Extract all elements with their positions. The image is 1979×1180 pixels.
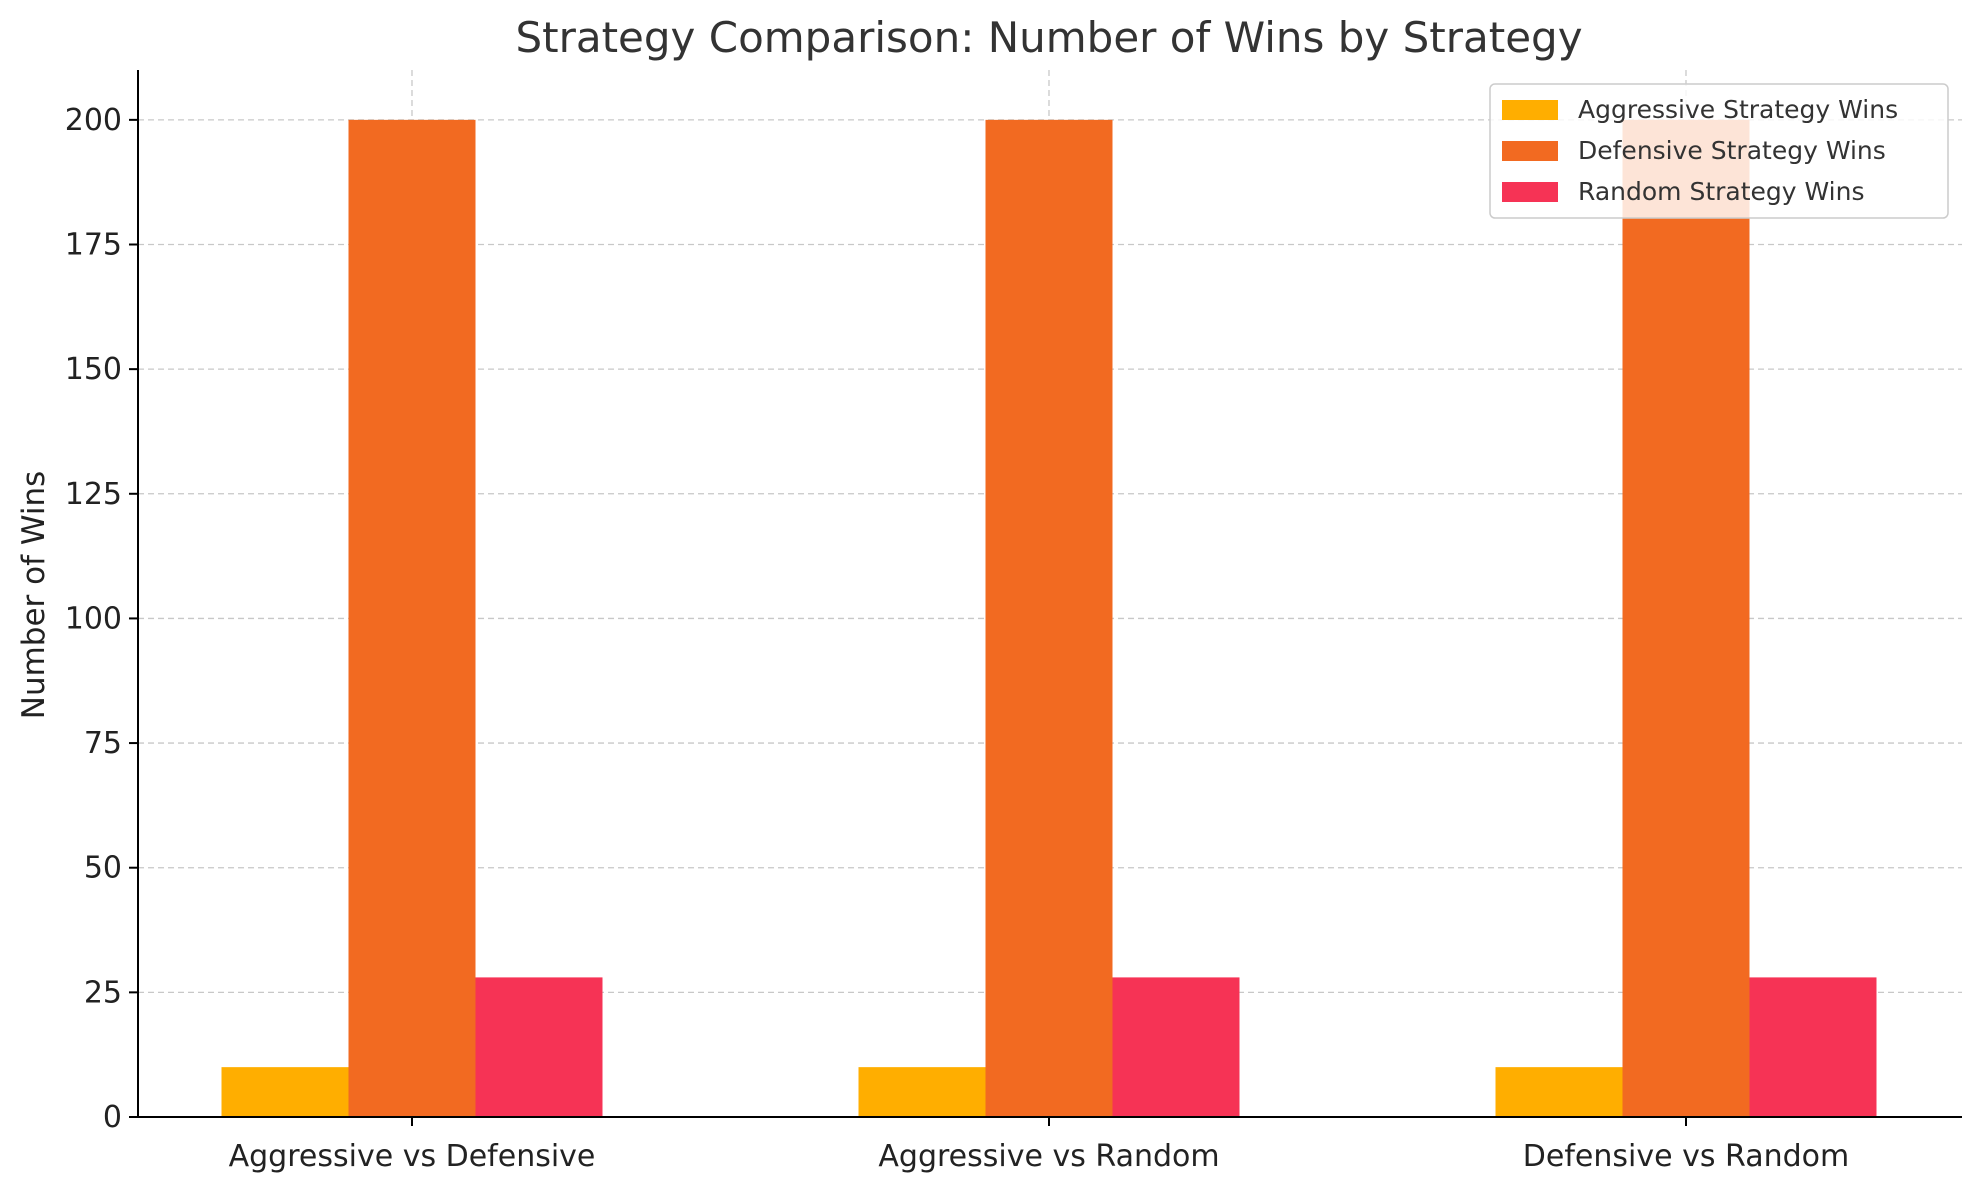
y-tick-label: 100	[65, 601, 122, 636]
y-tick-label: 50	[84, 851, 122, 886]
bar	[475, 977, 603, 1117]
y-tick-label: 150	[65, 352, 122, 387]
y-axis-label: Number of Wins	[16, 471, 52, 720]
bar	[858, 1067, 986, 1117]
legend-swatch	[1502, 141, 1558, 161]
bar	[348, 119, 476, 1118]
x-tick-label: Aggressive vs Random	[878, 1139, 1219, 1174]
bars	[221, 119, 1877, 1118]
y-tick-label: 75	[84, 726, 122, 761]
legend: Aggressive Strategy Wins Defensive Strate…	[1489, 83, 1949, 219]
bar	[1749, 977, 1877, 1117]
legend-box	[1489, 83, 1949, 219]
y-tick-label: 0	[103, 1100, 122, 1135]
legend-label: Random Strategy Wins	[1578, 177, 1865, 206]
bar	[221, 1067, 349, 1117]
y-tick-label: 175	[65, 228, 122, 263]
bar	[1495, 1067, 1623, 1117]
y-tick-label: 25	[84, 975, 122, 1010]
y-tick-label: 125	[65, 477, 122, 512]
legend-label: Aggressive Strategy Wins	[1578, 95, 1898, 124]
bar	[1622, 119, 1750, 1118]
chart-title: Strategy Comparison: Number of Wins by S…	[515, 13, 1582, 62]
legend-swatch	[1502, 182, 1558, 202]
tick-labels: 0 25 50 75 100 125 150 175 200 Aggressive vs Defe…	[65, 103, 1849, 1174]
legend-label: Defensive Strategy Wins	[1578, 136, 1886, 165]
bar	[985, 119, 1113, 1118]
x-tick-label: Defensive vs Random	[1523, 1139, 1849, 1174]
legend-swatch	[1502, 100, 1558, 120]
y-tick-label: 200	[65, 103, 122, 138]
bar	[1112, 977, 1240, 1117]
x-tick-label: Aggressive vs Defensive	[229, 1139, 596, 1174]
